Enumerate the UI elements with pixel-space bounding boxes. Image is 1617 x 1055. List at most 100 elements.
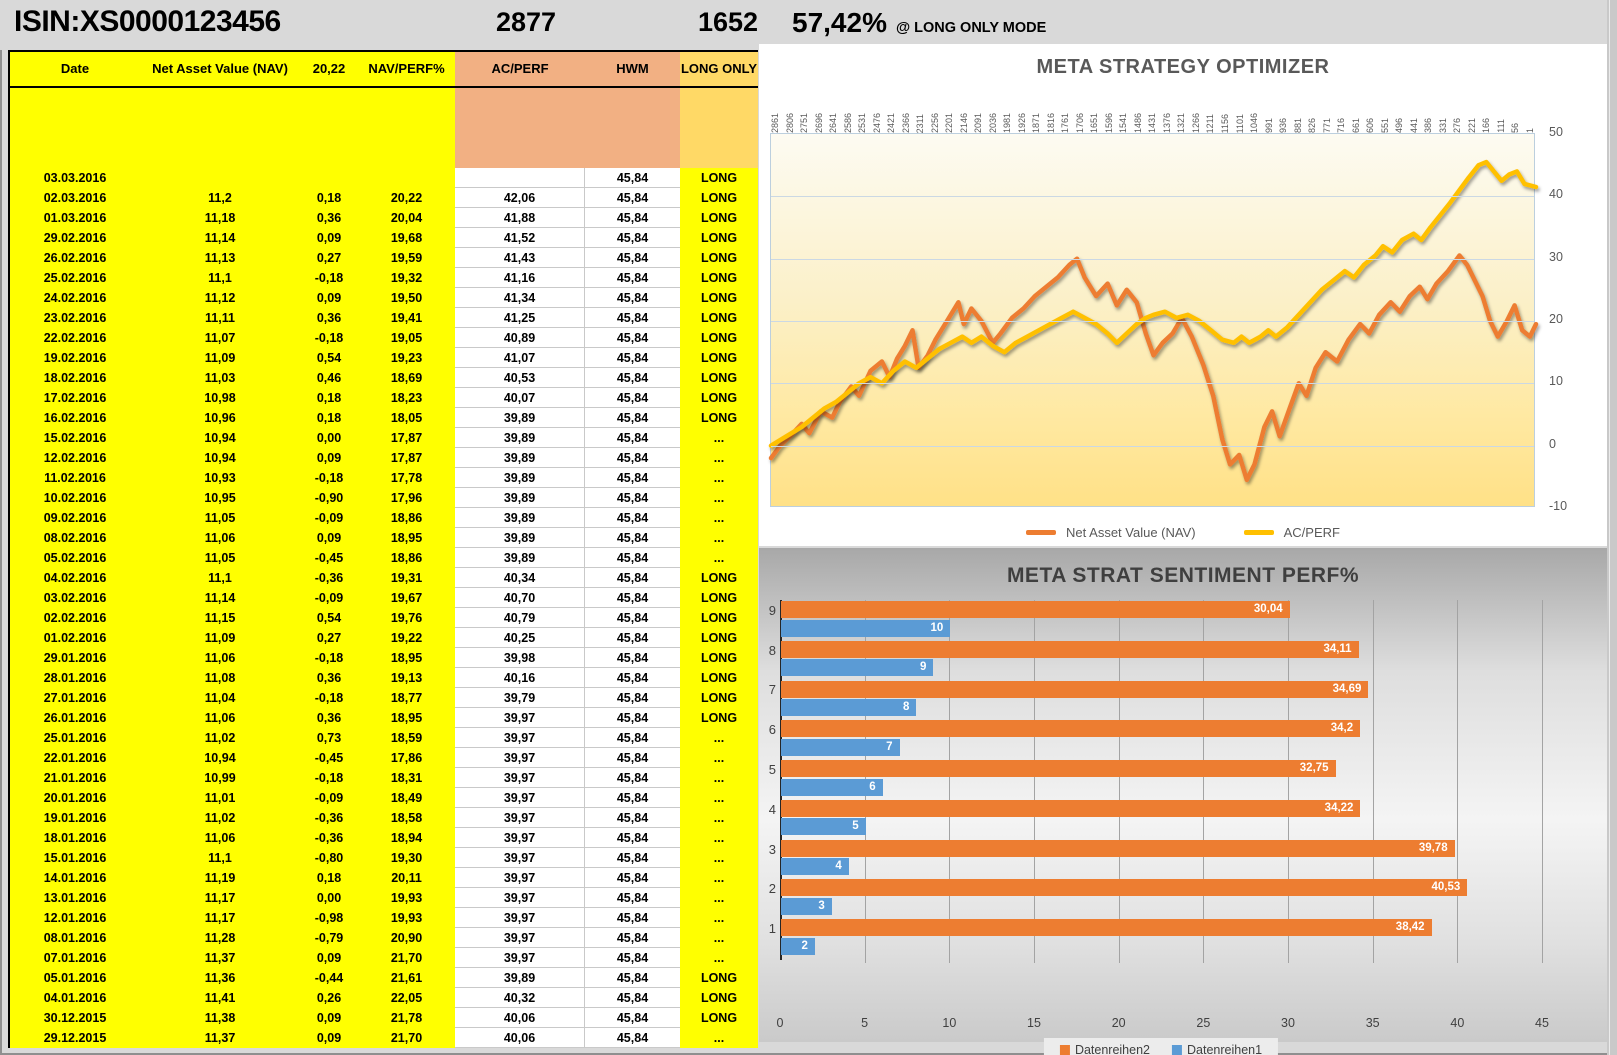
cell-change[interactable]: 0,09 — [300, 1028, 358, 1048]
cell-nav[interactable]: 10,94 — [140, 748, 300, 768]
cell-nav-perf[interactable]: 21,70 — [358, 948, 455, 968]
cell-nav[interactable]: 11,06 — [140, 648, 300, 668]
cell-nav[interactable]: 10,96 — [140, 408, 300, 428]
cell-long-only[interactable]: ... — [680, 908, 758, 928]
cell-date[interactable]: 15.02.2016 — [10, 428, 140, 448]
cell-change[interactable]: 0,36 — [300, 668, 358, 688]
cell-ac-perf[interactable]: 39,89 — [455, 408, 585, 428]
cell-ac-perf[interactable]: 39,97 — [455, 748, 585, 768]
cell-date[interactable]: 19.01.2016 — [10, 808, 140, 828]
cell-ac-perf[interactable]: 39,97 — [455, 928, 585, 948]
cell-nav-perf[interactable]: 21,70 — [358, 1028, 455, 1048]
cell-date[interactable]: 18.01.2016 — [10, 828, 140, 848]
cell-ac-perf[interactable]: 39,97 — [455, 948, 585, 968]
cell-hwm[interactable]: 45,84 — [585, 728, 680, 748]
cell-nav[interactable]: 11,09 — [140, 348, 300, 368]
cell-nav[interactable]: 11,38 — [140, 1008, 300, 1028]
cell-ac-perf[interactable]: 39,89 — [455, 508, 585, 528]
cell-nav-perf[interactable]: 18,95 — [358, 648, 455, 668]
cell-change[interactable]: 0,36 — [300, 208, 358, 228]
cell-date[interactable]: 05.02.2016 — [10, 548, 140, 568]
cell-nav[interactable]: 11,1 — [140, 848, 300, 868]
cell-hwm[interactable]: 45,84 — [585, 248, 680, 268]
cell-nav[interactable]: 11,08 — [140, 668, 300, 688]
cell-date[interactable]: 05.01.2016 — [10, 968, 140, 988]
header-count-cell-1[interactable]: 2877 — [495, 7, 557, 37]
cell-long-only[interactable]: LONG — [680, 408, 758, 428]
cell-change[interactable]: -0,18 — [300, 268, 358, 288]
cell-hwm[interactable]: 45,84 — [585, 628, 680, 648]
cell-nav[interactable]: 10,93 — [140, 468, 300, 488]
cell-change[interactable]: -0,09 — [300, 788, 358, 808]
cell-long-only[interactable]: LONG — [680, 388, 758, 408]
cell-change[interactable]: -0,09 — [300, 588, 358, 608]
cell-nav-perf[interactable]: 19,13 — [358, 668, 455, 688]
cell-date[interactable]: 23.02.2016 — [10, 308, 140, 328]
cell-hwm[interactable]: 45,84 — [585, 268, 680, 288]
cell-nav-perf[interactable]: 18,95 — [358, 528, 455, 548]
cell-change[interactable]: 0,09 — [300, 448, 358, 468]
cell-change[interactable]: 0,18 — [300, 868, 358, 888]
cell-hwm[interactable]: 45,84 — [585, 228, 680, 248]
cell-date[interactable]: 26.01.2016 — [10, 708, 140, 728]
cell-hwm[interactable]: 45,84 — [585, 208, 680, 228]
cell-long-only[interactable]: LONG — [680, 228, 758, 248]
cell-nav[interactable]: 11,28 — [140, 928, 300, 948]
cell-ac-perf[interactable]: 40,53 — [455, 368, 585, 388]
cell-date[interactable]: 16.02.2016 — [10, 408, 140, 428]
cell-nav[interactable]: 11,14 — [140, 588, 300, 608]
cell-hwm[interactable]: 45,84 — [585, 848, 680, 868]
cell-change[interactable]: -0,18 — [300, 648, 358, 668]
cell-long-only[interactable]: ... — [680, 428, 758, 448]
cell-nav-perf[interactable]: 20,11 — [358, 868, 455, 888]
cell-nav-perf[interactable]: 22,05 — [358, 988, 455, 1008]
cell-nav-perf[interactable]: 19,05 — [358, 328, 455, 348]
cell-long-only[interactable]: ... — [680, 488, 758, 508]
cell-change[interactable]: -0,44 — [300, 968, 358, 988]
cell-hwm[interactable]: 45,84 — [585, 548, 680, 568]
cell-hwm[interactable]: 45,84 — [585, 828, 680, 848]
cell-nav-perf[interactable]: 17,78 — [358, 468, 455, 488]
cell-nav[interactable]: 11,36 — [140, 968, 300, 988]
cell-date[interactable]: 29.01.2016 — [10, 648, 140, 668]
cell-long-only[interactable]: LONG — [680, 328, 758, 348]
cell-hwm[interactable]: 45,84 — [585, 388, 680, 408]
cell-date[interactable]: 21.01.2016 — [10, 768, 140, 788]
cell-nav-perf[interactable]: 18,94 — [358, 828, 455, 848]
cell-nav[interactable]: 10,99 — [140, 768, 300, 788]
cell-nav[interactable]: 11,09 — [140, 628, 300, 648]
cell-nav-perf[interactable]: 20,90 — [358, 928, 455, 948]
cell-nav-perf[interactable]: 17,87 — [358, 428, 455, 448]
cell-change[interactable]: 0,09 — [300, 1008, 358, 1028]
column-header[interactable]: Net Asset Value (NAV) — [140, 52, 300, 86]
cell-nav-perf[interactable]: 18,05 — [358, 408, 455, 428]
cell-date[interactable]: 24.02.2016 — [10, 288, 140, 308]
cell-ac-perf[interactable]: 39,89 — [455, 448, 585, 468]
cell-nav-perf[interactable] — [358, 168, 455, 188]
cell-long-only[interactable]: ... — [680, 748, 758, 768]
cell-change[interactable]: -0,45 — [300, 548, 358, 568]
column-header[interactable]: AC/PERF — [455, 52, 585, 86]
cell-ac-perf[interactable] — [455, 168, 585, 188]
cell-ac-perf[interactable]: 39,89 — [455, 488, 585, 508]
cell-hwm[interactable]: 45,84 — [585, 948, 680, 968]
cell-date[interactable]: 18.02.2016 — [10, 368, 140, 388]
cell-hwm[interactable]: 45,84 — [585, 588, 680, 608]
cell-ac-perf[interactable]: 40,25 — [455, 628, 585, 648]
bar-chart-panel[interactable]: META STRAT SENTIMENT PERF% 9 30,04 10 8 34,1… — [759, 548, 1607, 1055]
cell-date[interactable]: 30.12.2015 — [10, 1008, 140, 1028]
cell-nav-perf[interactable]: 18,49 — [358, 788, 455, 808]
cell-nav[interactable]: 11,1 — [140, 268, 300, 288]
cell-nav-perf[interactable]: 19,68 — [358, 228, 455, 248]
cell-ac-perf[interactable]: 39,97 — [455, 708, 585, 728]
cell-date[interactable]: 27.01.2016 — [10, 688, 140, 708]
cell-nav-perf[interactable]: 20,04 — [358, 208, 455, 228]
cell-hwm[interactable]: 45,84 — [585, 428, 680, 448]
cell-long-only[interactable]: ... — [680, 768, 758, 788]
cell-hwm[interactable]: 45,84 — [585, 808, 680, 828]
cell-long-only[interactable]: LONG — [680, 708, 758, 728]
cell-nav[interactable] — [140, 168, 300, 188]
cell-date[interactable]: 25.02.2016 — [10, 268, 140, 288]
cell-change[interactable]: 0,18 — [300, 408, 358, 428]
cell-long-only[interactable]: LONG — [680, 968, 758, 988]
